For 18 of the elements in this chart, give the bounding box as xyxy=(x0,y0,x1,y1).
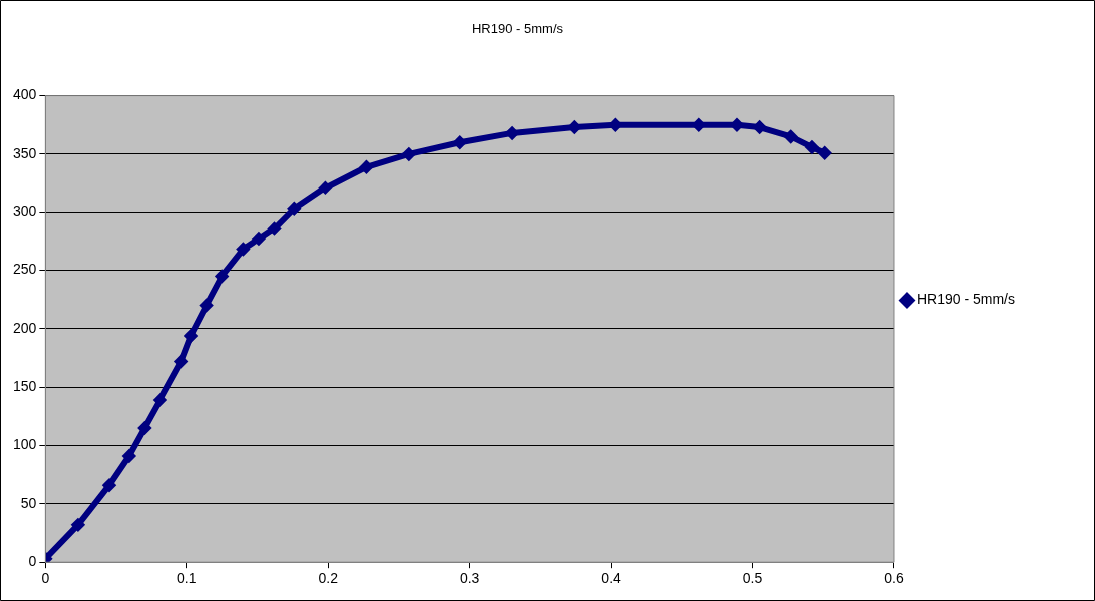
y-tick-label: 200 xyxy=(13,319,37,336)
y-tick-label: 400 xyxy=(13,86,37,103)
y-tick-label: 100 xyxy=(13,436,37,453)
x-tick-label: 0 xyxy=(41,570,50,587)
x-tick-label: 0.2 xyxy=(318,570,339,587)
x-tick-label: 0.4 xyxy=(601,570,622,587)
y-tick-label: 300 xyxy=(13,203,37,220)
x-tick-label: 0.5 xyxy=(742,570,763,587)
legend-label: HR190 - 5mm/s xyxy=(916,291,1016,308)
y-tick-label: 50 xyxy=(20,494,37,511)
x-tick-label: 0.6 xyxy=(884,570,904,587)
y-tick-label: 0 xyxy=(28,553,37,570)
y-tick-label: 150 xyxy=(13,378,37,395)
chart-title: HR190 - 5mm/s xyxy=(471,21,564,37)
x-tick-label: 0.1 xyxy=(177,570,197,587)
x-tick-label: 0.3 xyxy=(459,570,480,587)
y-tick-label: 350 xyxy=(13,144,37,161)
y-tick-label: 250 xyxy=(13,261,37,278)
